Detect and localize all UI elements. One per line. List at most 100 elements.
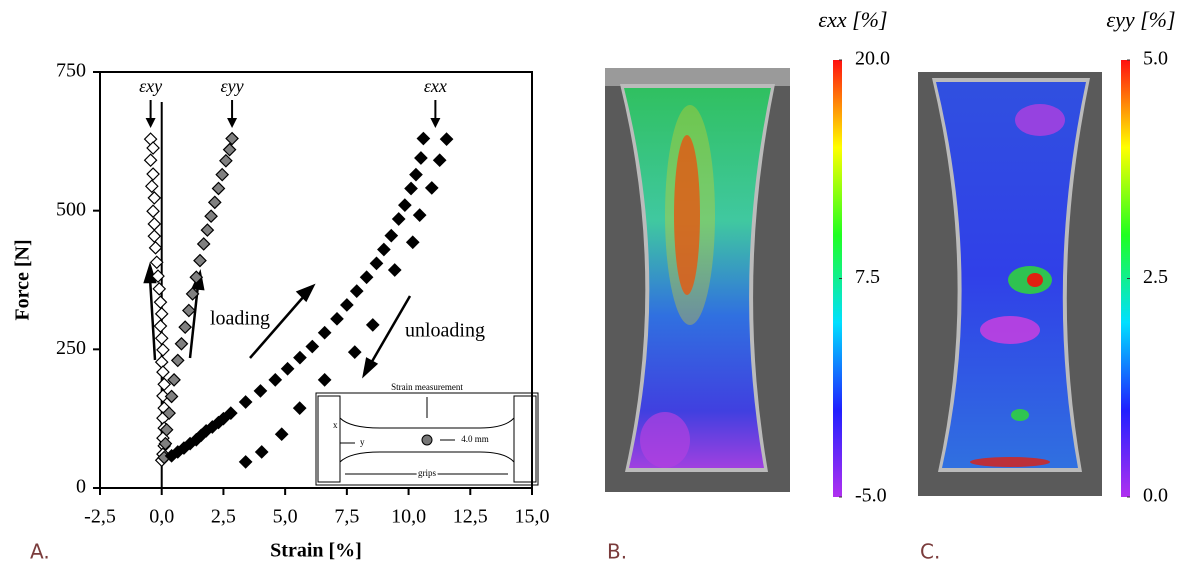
data-point <box>185 287 200 301</box>
data-point <box>387 263 402 277</box>
data-point <box>359 270 374 285</box>
data-point <box>215 167 230 182</box>
data-point <box>280 361 295 376</box>
x-tick-label: 0,0 <box>149 506 174 528</box>
annotation: loading <box>210 308 270 330</box>
series-arrowhead <box>145 118 156 128</box>
data-point <box>219 153 233 168</box>
data-point <box>146 204 160 219</box>
colorbar-tick-label: 20.0 <box>855 48 890 70</box>
annotation: 4.0 mm <box>461 434 489 444</box>
data-point <box>164 389 179 404</box>
data-point <box>365 318 380 332</box>
data-point <box>147 191 162 205</box>
data-point <box>207 195 222 210</box>
colorbar-tick-label: 5.0 <box>1143 48 1168 70</box>
data-point <box>182 303 196 318</box>
data-point <box>170 353 185 368</box>
y-axis-label: Force [N] <box>12 239 34 320</box>
data-point <box>349 284 364 298</box>
data-point <box>274 427 289 442</box>
data-point <box>424 181 439 195</box>
data-point <box>369 256 384 271</box>
plot-frame <box>99 71 533 489</box>
series-label: εxy <box>139 76 162 96</box>
data-point <box>154 306 169 321</box>
data-point <box>398 198 412 212</box>
series-arrowhead <box>227 118 238 128</box>
data-point <box>238 395 253 409</box>
series-label: εxx <box>424 76 447 96</box>
x-tick-label: 12,5 <box>453 506 488 528</box>
data-point <box>416 131 431 146</box>
y-tick-label: 0 <box>76 476 86 498</box>
annotation: y <box>360 437 365 447</box>
panel-label: B. <box>607 540 627 564</box>
data-point <box>153 295 168 310</box>
data-point <box>222 142 237 157</box>
data-point <box>159 422 174 437</box>
annotation: Strain measurement <box>391 382 463 392</box>
data-point <box>268 372 283 387</box>
arrows <box>143 261 412 379</box>
annotation: x <box>333 420 338 430</box>
data-point <box>216 411 231 426</box>
data-point <box>253 384 268 398</box>
data-point <box>391 212 406 226</box>
colorbar-title: εxx [%] <box>818 7 887 32</box>
data-point <box>147 217 162 231</box>
specimen-image-b <box>605 68 790 492</box>
data-point <box>178 320 193 334</box>
y-tick-label: 250 <box>56 337 86 359</box>
data-point <box>204 209 218 224</box>
data-point <box>174 336 189 351</box>
series-label: εyy <box>221 76 244 96</box>
data-point <box>211 181 226 196</box>
data-point <box>158 436 173 451</box>
y-tick-label: 750 <box>56 60 86 82</box>
data-point <box>384 228 399 243</box>
data-point <box>146 167 160 181</box>
colorbar-title: εyy [%] <box>1106 7 1175 32</box>
data-point <box>317 325 332 340</box>
x-tick-label: 5,0 <box>273 506 298 528</box>
data-point <box>317 372 332 387</box>
data-point <box>147 229 162 244</box>
data-point <box>238 455 253 469</box>
data-point <box>144 179 159 194</box>
data-point <box>189 270 204 285</box>
data-point <box>156 389 170 403</box>
data-point <box>439 132 454 146</box>
data-point <box>154 331 169 346</box>
data-point <box>404 181 418 196</box>
data-point <box>196 237 211 251</box>
x-tick-label: 15,0 <box>515 506 550 528</box>
data-point <box>340 298 354 312</box>
gauge <box>421 434 433 446</box>
colorbar-tick-label: 7.5 <box>855 266 880 288</box>
data-point <box>409 167 423 182</box>
x-tick-label: -2,5 <box>84 506 116 528</box>
y-tick-label: 500 <box>56 198 86 220</box>
specimen-image-c <box>918 72 1102 496</box>
colorbar-tick-label: 2.5 <box>1143 266 1168 288</box>
x-axis-label: Strain [%] <box>270 540 362 562</box>
x-tick-label: 2,5 <box>211 506 236 528</box>
data-point <box>143 153 158 168</box>
data-point <box>151 269 165 283</box>
colorbar <box>833 60 842 497</box>
data-point <box>156 365 170 379</box>
colorbar <box>1121 60 1130 497</box>
series-arrowhead <box>430 118 441 128</box>
data-point <box>152 282 167 296</box>
data-point <box>330 311 344 326</box>
data-point <box>167 372 181 387</box>
data-point <box>347 345 362 359</box>
data-point <box>157 377 172 392</box>
data-point <box>146 141 160 155</box>
data-point <box>148 240 163 255</box>
data-point <box>254 445 269 459</box>
panel-label: A. <box>30 540 50 564</box>
annotation: grips <box>418 468 436 478</box>
data-point <box>156 343 170 357</box>
